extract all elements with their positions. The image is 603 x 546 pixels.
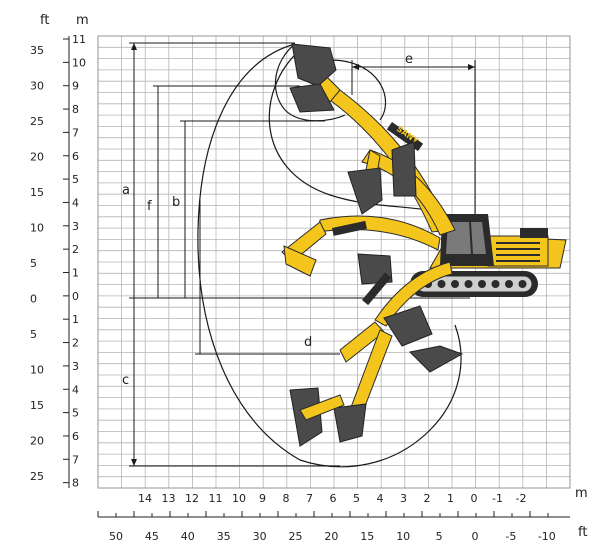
excavator-machine [410, 214, 567, 297]
m-left-tick-label: 3 [72, 220, 79, 233]
dim-label-f: f [147, 199, 152, 214]
m-left-tick-label: 7 [72, 126, 79, 139]
m-bottom-tick-label: 2 [424, 492, 431, 505]
m-bottom-tick-label: 9 [259, 492, 266, 505]
ft-left-tick-label: 15 [30, 399, 44, 412]
m-unit-bottom: m [575, 486, 588, 501]
bottom-axis [97, 511, 570, 518]
ft-bottom-tick-label: 40 [181, 530, 195, 543]
ft-bottom-tick-label: 15 [360, 530, 374, 543]
m-bottom-tick-label: 8 [283, 492, 290, 505]
m-bottom-tick-label: -2 [516, 492, 527, 505]
m-left-tick-label: 9 [72, 80, 79, 93]
ft-left-tick-label: 10 [30, 222, 44, 235]
m-bottom-tick-label: 1 [447, 492, 454, 505]
m-bottom-tick-label: 11 [209, 492, 223, 505]
ft-bottom-tick-label: 45 [145, 530, 159, 543]
dim-label-c: c [122, 373, 129, 388]
m-bottom-tick-label: 7 [306, 492, 313, 505]
ft-bottom-tick-label: 25 [289, 530, 303, 543]
m-left-tick-label: 4 [72, 196, 79, 209]
digging-envelope [197, 43, 462, 468]
m-bottom-tick-label: 4 [377, 492, 384, 505]
ft-bottom-tick-label: 10 [396, 530, 410, 543]
dimension-labels: a f b c d e [122, 52, 413, 388]
m-unit-left: m [76, 13, 89, 28]
m-bottom-tick-label: 5 [353, 492, 360, 505]
m-left-tick-label: 0 [72, 290, 79, 303]
ft-left-tick-label: 25 [30, 115, 44, 128]
dim-label-e: e [405, 52, 413, 67]
ft-bottom-tick-label: -5 [505, 530, 516, 543]
ft-bottom-tick-label: 20 [324, 530, 338, 543]
m-bottom-tick-label: 14 [138, 492, 152, 505]
m-left-tick-label: 3 [72, 360, 79, 373]
ft-left-tick-label: 35 [30, 44, 44, 57]
ft-bottom-tick-label: 5 [436, 530, 443, 543]
m-left-tick-label: 5 [72, 173, 79, 186]
m-left-tick-label: 1 [72, 313, 79, 326]
ft-left-tick-label: 0 [30, 293, 37, 306]
m-bottom-tick-label: -1 [492, 492, 503, 505]
m-left-tick-label: 2 [72, 337, 79, 350]
ft-bottom-tick-label: 35 [217, 530, 231, 543]
ft-bottom-tick-label: 50 [109, 530, 123, 543]
left-axis [63, 36, 70, 488]
m-bottom-tick-label: 6 [330, 492, 337, 505]
m-bottom-tick-label: 3 [400, 492, 407, 505]
m-left-tick-label: 6 [72, 430, 79, 443]
ft-left-tick-label: 15 [30, 186, 44, 199]
dim-label-d: d [304, 335, 312, 350]
ft-left-tick-label: 5 [30, 257, 37, 270]
m-left-tick-label: 2 [72, 243, 79, 256]
m-left-tick-label: 4 [72, 383, 79, 396]
m-bottom-tick-label: 12 [185, 492, 199, 505]
ft-left-tick-label: 30 [30, 80, 44, 93]
m-bottom-tick-label: 10 [232, 492, 246, 505]
dim-label-a: a [122, 183, 130, 198]
boom-arm-poses: SANY [281, 43, 464, 447]
ft-left-tick-label: 10 [30, 364, 44, 377]
m-left-tick-label: 11 [72, 33, 86, 46]
ft-bottom-tick-label: 0 [472, 530, 479, 543]
dimension-lines [129, 42, 476, 467]
m-bottom-tick-label: 13 [162, 492, 176, 505]
ft-left-tick-label: 25 [30, 470, 44, 483]
dim-label-b: b [172, 195, 180, 210]
m-bottom-tick-label: 0 [471, 492, 478, 505]
ft-left-tick-label: 20 [30, 435, 44, 448]
ft-bottom-tick-label: -10 [538, 530, 556, 543]
ft-unit-left: ft [40, 13, 49, 28]
m-left-tick-label: 10 [72, 56, 86, 69]
m-left-tick-label: 8 [72, 103, 79, 116]
m-left-tick-label: 7 [72, 453, 79, 466]
m-left-tick-label: 5 [72, 407, 79, 420]
m-left-tick-label: 8 [72, 477, 79, 490]
ft-unit-bottom: ft [578, 525, 587, 540]
ft-bottom-tick-label: 30 [253, 530, 267, 543]
ft-left-tick-label: 20 [30, 151, 44, 164]
m-left-tick-label: 1 [72, 267, 79, 280]
ft-left-tick-label: 5 [30, 328, 37, 341]
m-left-tick-label: 6 [72, 150, 79, 163]
